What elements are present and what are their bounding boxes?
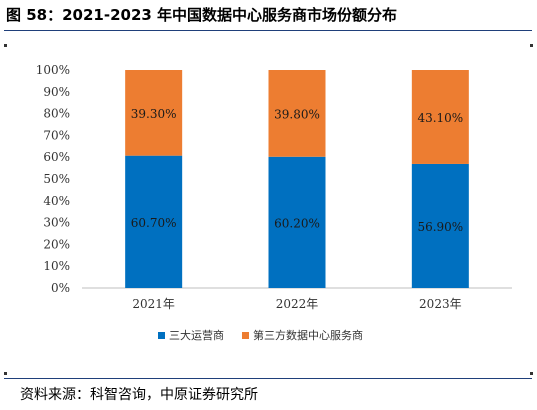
y-tick-label: 80% <box>43 107 70 121</box>
bar-segment <box>125 70 183 156</box>
stacked-bar-chart: 0% 10% 20% 30% 40% 50% 60% 70% 80% 90% 100% 60.70% 3… <box>36 63 512 342</box>
y-tick-label: 70% <box>43 128 70 142</box>
figure-title: 图 58：2021-2023 年中国数据中心服务商市场份额分布 <box>6 6 398 24</box>
right-marker-dot <box>530 44 533 47</box>
x-tick-label: 2022年 <box>276 297 319 311</box>
left-marker-dot <box>4 44 7 47</box>
data-label: 39.30% <box>131 107 177 121</box>
y-tick-label: 10% <box>43 259 70 273</box>
data-label: 60.20% <box>274 216 320 230</box>
x-tick-label: 2021年 <box>132 297 175 311</box>
y-tick-label: 90% <box>43 85 70 99</box>
data-label: 43.10% <box>417 111 463 125</box>
bar-segment <box>125 155 183 288</box>
title-divider <box>4 30 532 31</box>
legend-swatch <box>158 332 165 339</box>
bar-segment <box>411 70 469 164</box>
y-tick-label: 60% <box>43 150 70 164</box>
data-label: 60.70% <box>131 216 177 230</box>
right-bottom-marker-dot <box>530 372 533 375</box>
y-tick-label: 30% <box>43 216 70 230</box>
y-tick-label: 40% <box>43 194 70 208</box>
data-label: 39.80% <box>274 107 320 121</box>
bar-segment <box>268 70 326 157</box>
bar-segment <box>411 163 469 288</box>
bar-segment <box>268 156 326 288</box>
legend-label: 三大运营商 <box>169 328 224 342</box>
y-tick-label: 20% <box>43 237 70 251</box>
y-tick-label: 0% <box>51 281 70 295</box>
legend-swatch <box>242 332 249 339</box>
x-tick-label: 2023年 <box>419 297 462 311</box>
left-bottom-marker-dot <box>4 372 7 375</box>
y-tick-label: 100% <box>36 63 70 77</box>
source-note: 资料来源：科智咨询，中原证券研究所 <box>20 387 258 403</box>
y-tick-label: 50% <box>43 172 70 186</box>
data-label: 56.90% <box>417 220 463 234</box>
source-divider <box>4 378 532 379</box>
legend-label: 第三方数据中心服务商 <box>253 328 363 342</box>
